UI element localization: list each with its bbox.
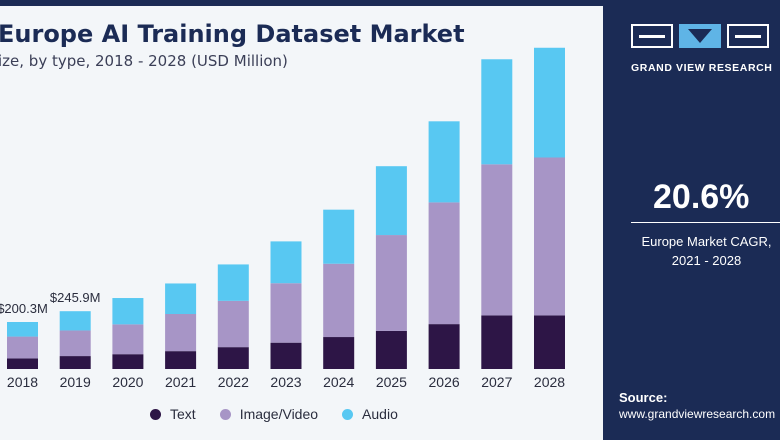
data-label-2018: $200.3M xyxy=(0,301,48,316)
legend-swatch-audio xyxy=(342,408,354,420)
legend-label-image-video: Image/Video xyxy=(239,406,319,422)
bar-2026-text xyxy=(428,324,460,369)
legend-swatch-image-video xyxy=(219,408,231,420)
x-tick-label-2020: 2020 xyxy=(112,374,143,390)
logo-box-v-icon xyxy=(679,24,721,48)
bar-2024-text xyxy=(323,337,355,369)
legend-item-audio: Audio xyxy=(342,406,398,422)
bar-2027-audio xyxy=(481,59,513,165)
bar-2024-image-video xyxy=(323,263,355,338)
legend-item-image-video: Image/Video xyxy=(219,406,319,422)
chart-title: Europe AI Training Dataset Market xyxy=(0,20,465,48)
x-tick-label-2022: 2022 xyxy=(218,374,249,390)
bar-2028-audio xyxy=(534,47,565,158)
bar-2024-audio xyxy=(323,209,355,264)
cagr-value: 20.6% xyxy=(653,178,750,216)
x-tick-label-2023: 2023 xyxy=(270,374,301,390)
bar-2027-text xyxy=(481,315,513,369)
x-tick-label-2018: 2018 xyxy=(7,374,38,390)
logo-box-r-icon xyxy=(727,24,769,48)
bar-2018-image-video xyxy=(7,336,38,359)
x-tick-label-2025: 2025 xyxy=(376,374,407,390)
x-tick-label-2027: 2027 xyxy=(481,374,512,390)
x-tick-label-2024: 2024 xyxy=(323,374,354,390)
source-label: Source: xyxy=(619,390,668,405)
bar-2018-audio xyxy=(7,322,38,337)
bar-2022-image-video xyxy=(217,300,249,348)
brand-logo xyxy=(631,24,769,48)
bar-2026-audio xyxy=(428,121,460,203)
top-stripe xyxy=(0,0,780,6)
bar-2025-image-video xyxy=(375,235,407,331)
bar-2022-audio xyxy=(217,264,249,301)
bar-2021-image-video xyxy=(165,314,197,352)
bar-2021-audio xyxy=(165,283,197,315)
legend-label-text: Text xyxy=(170,406,196,422)
bar-2018-text xyxy=(7,358,38,369)
data-label-2019: $245.9M xyxy=(50,290,101,305)
stacked-bar-chart: 2018 2019 2020 2021 2022 2023 2024 2025 2026 2027… xyxy=(0,47,565,390)
bar-2023-text xyxy=(270,342,302,369)
legend-label-audio: Audio xyxy=(362,406,398,422)
bar-2025-audio xyxy=(375,166,407,236)
bar-2019-audio xyxy=(59,311,91,331)
x-tick-label-2021: 2021 xyxy=(165,374,196,390)
bar-2021-text xyxy=(165,351,197,369)
brand-name: GRAND VIEW RESEARCH xyxy=(631,62,773,74)
legend-item-text: Text xyxy=(150,406,196,422)
bar-2023-image-video xyxy=(270,283,302,343)
cagr-label: Europe Market CAGR, 2021 - 2028 xyxy=(633,232,780,270)
logo-box-g-icon xyxy=(631,24,673,48)
bar-2022-text xyxy=(217,347,249,369)
x-tick-label-2019: 2019 xyxy=(60,374,91,390)
cagr-divider xyxy=(631,222,780,223)
bar-2023-audio xyxy=(270,241,302,284)
bar-2019-text xyxy=(59,356,91,369)
cagr-label-line-2: 2021 - 2028 xyxy=(671,253,742,268)
bar-2025-text xyxy=(375,330,407,369)
bar-2019-image-video xyxy=(59,330,91,357)
bar-2027-image-video xyxy=(481,164,513,316)
info-panel: GRAND VIEW RESEARCH 20.6% Europe Market … xyxy=(603,6,780,440)
legend-swatch-text xyxy=(150,408,161,420)
bar-2020-audio xyxy=(112,298,144,325)
chart-subtitle: ize, by type, 2018 - 2028 (USD Million) xyxy=(0,52,288,70)
bar-2026-image-video xyxy=(428,202,460,325)
cagr-label-line-1: Europe Market CAGR, xyxy=(641,234,772,249)
source-url[interactable]: www.grandviewresearch.com xyxy=(619,407,776,421)
x-tick-label-2026: 2026 xyxy=(429,374,460,390)
bar-2020-image-video xyxy=(112,324,144,355)
bar-2028-text xyxy=(534,315,565,369)
x-tick-label-2028: 2028 xyxy=(534,374,565,390)
bar-2028-image-video xyxy=(534,157,565,316)
bar-2020-text xyxy=(112,354,144,369)
chart-legend: Text Image/Video Audio xyxy=(150,404,398,424)
